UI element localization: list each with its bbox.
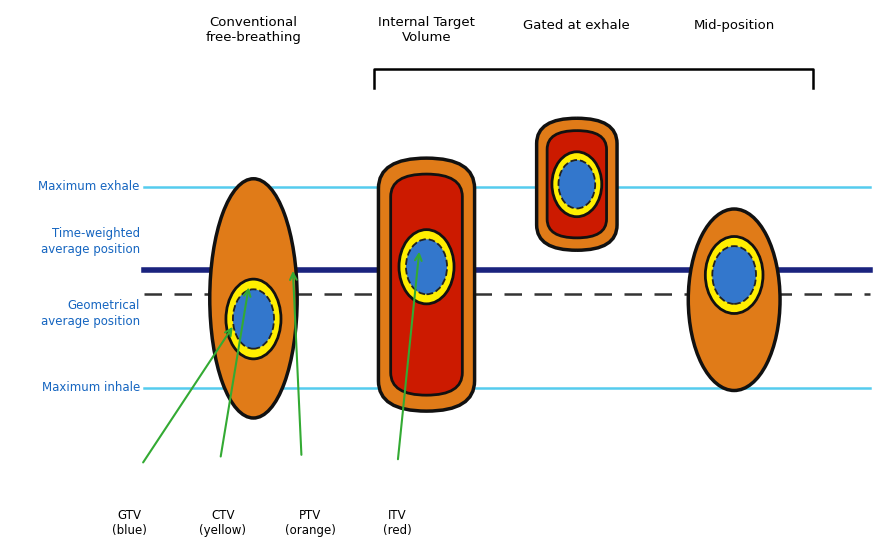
Text: Time-weighted
average position: Time-weighted average position <box>41 227 140 256</box>
Text: Internal Target
Volume: Internal Target Volume <box>378 16 475 44</box>
Ellipse shape <box>705 236 763 314</box>
Ellipse shape <box>210 179 297 418</box>
Text: Mid-position: Mid-position <box>694 19 774 32</box>
Ellipse shape <box>232 289 274 349</box>
Text: Maximum exhale: Maximum exhale <box>38 180 140 194</box>
Ellipse shape <box>225 279 281 359</box>
Ellipse shape <box>712 246 756 304</box>
Text: Gated at exhale: Gated at exhale <box>524 19 630 32</box>
FancyBboxPatch shape <box>391 174 462 395</box>
Text: Maximum inhale: Maximum inhale <box>42 381 140 394</box>
FancyBboxPatch shape <box>547 131 607 238</box>
Text: ITV
(red): ITV (red) <box>384 509 412 537</box>
Ellipse shape <box>558 160 595 208</box>
Text: PTV
(orange): PTV (orange) <box>285 509 336 537</box>
FancyBboxPatch shape <box>537 118 617 250</box>
FancyBboxPatch shape <box>378 158 475 411</box>
Ellipse shape <box>689 209 780 390</box>
Text: GTV
(blue): GTV (blue) <box>112 509 147 537</box>
Text: CTV
(yellow): CTV (yellow) <box>199 509 246 537</box>
Text: Conventional
free-breathing: Conventional free-breathing <box>205 16 302 44</box>
Ellipse shape <box>406 239 447 294</box>
Ellipse shape <box>399 230 454 304</box>
Text: Geometrical
average position: Geometrical average position <box>41 299 140 328</box>
Ellipse shape <box>552 152 601 217</box>
